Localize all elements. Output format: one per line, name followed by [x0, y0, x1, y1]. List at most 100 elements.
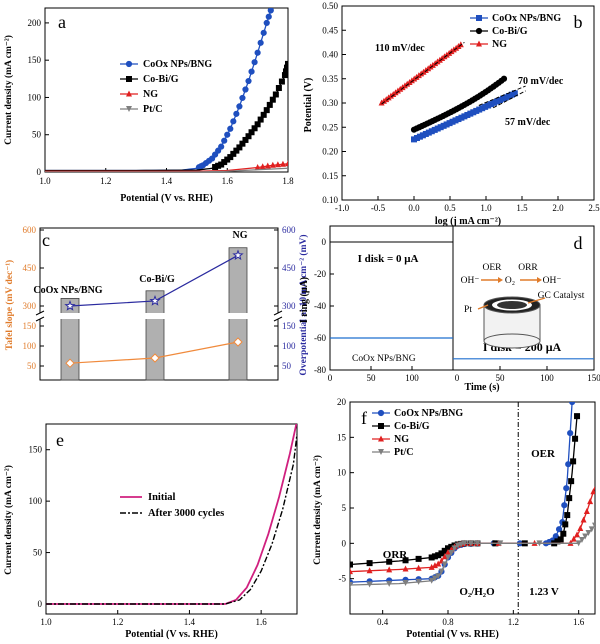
legend-marker — [126, 90, 132, 97]
data-point — [438, 550, 445, 557]
legend-label: CoOx NPs/BNG — [492, 13, 561, 24]
electrode-disk — [497, 301, 527, 309]
disk-current-label: I disk = 0 μA — [358, 253, 419, 265]
data-point — [218, 161, 225, 168]
panel-f-ytick-label: -5 — [339, 574, 347, 584]
data-point — [259, 163, 266, 170]
slope-label: 57 mV/dec — [505, 117, 551, 128]
legend-marker — [377, 409, 385, 417]
panel-e-ytick-label: 150 — [29, 445, 43, 455]
panel-d-ylabel: I ring (μA) — [299, 277, 310, 323]
data-point — [275, 85, 282, 92]
panel-b-xtick-label: -0.5 — [371, 203, 386, 213]
pointer-icon — [477, 304, 489, 310]
legend-marker — [475, 27, 483, 35]
axis-break-mark — [273, 310, 283, 316]
panel-e-xlabel: Potential (V vs. RHE) — [125, 629, 218, 640]
panel-c-ytick-right: 600 — [282, 225, 296, 235]
data-point — [239, 94, 246, 102]
data-point — [224, 131, 231, 138]
region-label: 1.23 V — [529, 586, 559, 598]
panel-b-ytick-label: 0.35 — [322, 74, 338, 84]
data-point — [257, 39, 264, 46]
data-point — [224, 156, 231, 163]
panel-a-ytick-label: 200 — [28, 18, 42, 28]
data-point — [263, 19, 270, 27]
bar — [145, 290, 165, 381]
data-point — [221, 137, 228, 144]
panel-a-xtick-label: 1.8 — [282, 176, 294, 186]
panel-d-ytick-label: -20 — [314, 269, 326, 279]
data-point — [445, 545, 451, 552]
data-point — [552, 533, 559, 540]
panel-b-xtick-label: 2.5 — [588, 203, 600, 213]
legend-label: CoOx NPs/BNG — [143, 59, 212, 70]
tafel-point — [233, 337, 243, 347]
legend-marker — [476, 40, 482, 47]
data-point — [428, 577, 435, 584]
legend-label: CoOx NPs/BNG — [394, 408, 463, 419]
data-point — [272, 91, 279, 98]
data-point — [221, 159, 228, 166]
data-point — [285, 60, 288, 67]
legend-label: After 3000 cycles — [148, 508, 224, 519]
panel-b-ytick-label: 0.15 — [322, 171, 338, 181]
panel-f-xtick-label: 1.2 — [508, 617, 519, 627]
panel-f-ytick-label: 5 — [342, 503, 347, 513]
panel-e-frame — [45, 423, 298, 615]
legend-marker — [378, 449, 384, 455]
legend-marker — [378, 435, 384, 442]
panel-f-xlabel: Potential (V vs. RHE) — [406, 629, 499, 640]
data-point — [574, 531, 581, 538]
slope-label: 110 mV/dec — [375, 43, 425, 54]
panel-b-xtick-label: 0.0 — [408, 203, 420, 213]
data-point — [572, 435, 579, 442]
legend-marker — [476, 15, 482, 21]
data-point — [350, 561, 353, 568]
panel-f-xtick-label: 0.4 — [377, 617, 389, 627]
legend-label: Pt/C — [143, 104, 162, 115]
panel-b-letter: b — [574, 12, 583, 32]
panel-d-xtick-label: 50 — [367, 373, 377, 383]
panel-a-ytick-label: 100 — [28, 92, 42, 102]
pointer-icon — [527, 297, 546, 304]
schematic-text: O₂ — [505, 276, 515, 286]
region-label: OER — [531, 448, 556, 460]
axis-break-mark — [35, 316, 45, 322]
data-point — [254, 164, 261, 171]
data-point — [441, 553, 448, 560]
data-point — [402, 580, 409, 587]
panel-f-plot — [350, 402, 595, 589]
panel-f-ytick-label: 15 — [337, 432, 347, 442]
panel-c-ytick-left: 150 — [23, 321, 37, 331]
data-point — [233, 110, 240, 117]
data-point — [248, 68, 255, 75]
schematic-text: ORR — [518, 263, 538, 273]
panel-b-xtick-label: 2.0 — [552, 203, 564, 213]
panel-d-ytick-label: 0 — [322, 237, 327, 247]
panel-b-ytick-label: 0.20 — [322, 147, 338, 157]
data-point — [458, 541, 465, 548]
legend-label: Co-Bi/G — [492, 26, 528, 37]
overpotential-point — [149, 294, 161, 306]
data-point — [270, 2, 275, 7]
data-point — [242, 86, 249, 93]
panel-f-ytick-label: 10 — [337, 468, 347, 478]
data-point — [386, 558, 393, 565]
panel-c-ytick-left: 450 — [23, 263, 37, 273]
panel-d-xlabel: Time (s) — [464, 382, 499, 393]
panel-a-xtick-label: 1.0 — [39, 176, 51, 186]
tafel-point — [150, 353, 160, 363]
panel-b-ytick-label: 0.45 — [322, 25, 338, 35]
data-point — [580, 516, 587, 523]
data-point — [431, 553, 438, 560]
legend-marker — [125, 60, 133, 68]
panel-d-xtick-label: 100 — [540, 373, 554, 383]
panel-b-ytick-label: 0.50 — [322, 1, 338, 11]
panel-a-letter: a — [58, 12, 66, 32]
panel-a-ytick-label: 0 — [37, 167, 42, 177]
panel-e-xtick-label: 1.2 — [112, 617, 123, 627]
data-point — [588, 526, 595, 533]
data-point — [263, 107, 270, 114]
